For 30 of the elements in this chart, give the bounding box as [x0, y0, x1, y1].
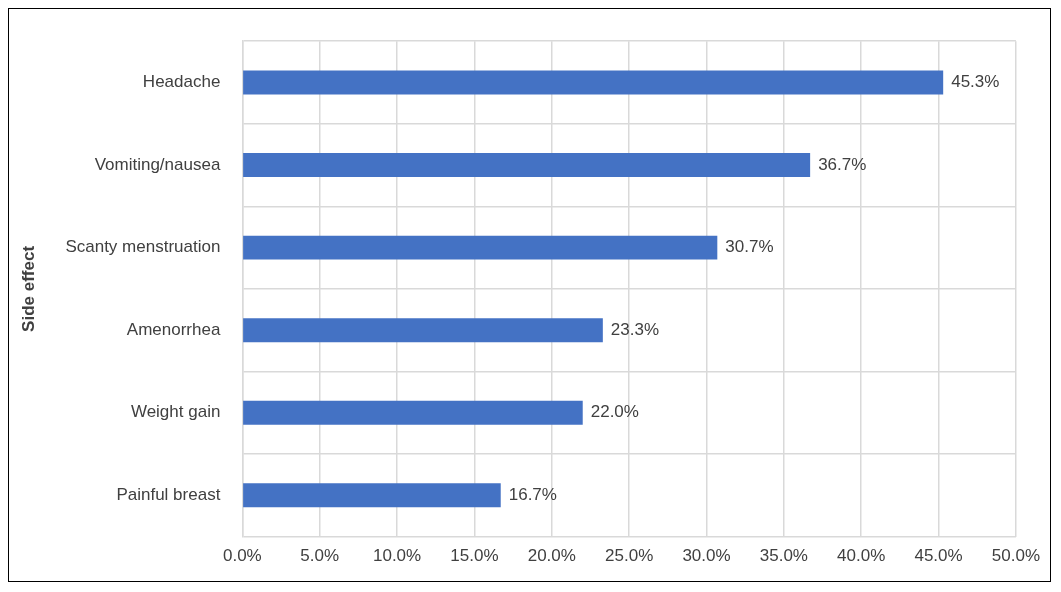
- data-label: 22.0%: [590, 402, 639, 422]
- data-label: 23.3%: [610, 319, 660, 339]
- x-tick-label: 45.0%: [914, 546, 963, 566]
- y-axis-title: Side effect: [18, 245, 38, 332]
- bar: [243, 153, 811, 178]
- x-tick-label: 30.0%: [682, 546, 731, 566]
- bar: [243, 483, 501, 508]
- data-label: 30.7%: [725, 237, 774, 257]
- data-label: 45.3%: [951, 72, 1000, 92]
- bar: [243, 318, 603, 343]
- x-tick-label: 35.0%: [759, 546, 808, 566]
- x-tick-label: 40.0%: [837, 546, 886, 566]
- y-tick-label: Headache: [142, 72, 221, 92]
- y-tick-label: Vomiting/nausea: [94, 154, 221, 174]
- data-label: 16.7%: [508, 485, 557, 504]
- x-tick-label: 50.0%: [991, 546, 1040, 566]
- bar: [243, 235, 718, 260]
- bar: [243, 70, 944, 95]
- y-tick-label: Painful breast: [116, 485, 221, 504]
- bar: [243, 400, 583, 425]
- y-tick-label: Amenorrhea: [126, 319, 221, 339]
- x-tick-label: 10.0%: [372, 546, 422, 566]
- x-tick-label: 5.0%: [300, 546, 340, 566]
- y-tick-label: Scanty menstruation: [65, 237, 221, 257]
- x-tick-label: 0.0%: [222, 546, 262, 566]
- x-tick-label: 20.0%: [527, 546, 576, 566]
- data-label: 36.7%: [818, 154, 867, 174]
- x-tick-label: 15.0%: [450, 546, 499, 566]
- x-tick-label: 25.0%: [605, 546, 654, 566]
- y-tick-label: Weight gain: [130, 402, 221, 422]
